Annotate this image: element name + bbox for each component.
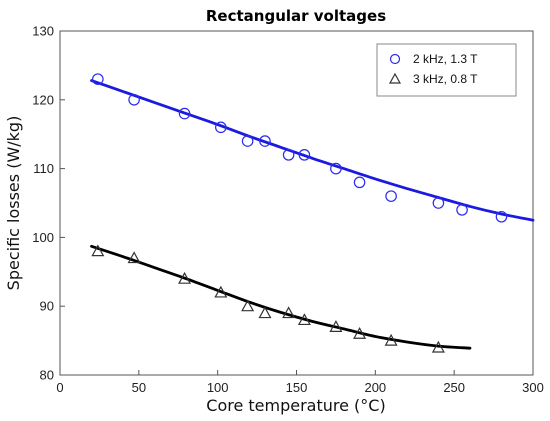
data-point-series-2 [258, 306, 272, 319]
x-tick-label: 50 [132, 380, 146, 395]
y-tick-label: 130 [32, 24, 54, 39]
x-tick-label: 300 [522, 380, 544, 395]
legend-box [376, 43, 517, 97]
data-point-series-1 [385, 190, 397, 202]
x-tick-label: 200 [364, 380, 386, 395]
data-point-series-2 [384, 333, 398, 346]
data-point-series-2 [241, 299, 255, 312]
data-point-series-1 [495, 210, 508, 223]
y-tick-label: 80 [40, 368, 54, 383]
x-tick-label: 250 [443, 380, 465, 395]
data-point-series-2 [214, 285, 228, 298]
data-point-series-1 [353, 176, 366, 189]
y-tick-label: 110 [33, 161, 54, 176]
legend-marker-series-2 [388, 72, 402, 84]
data-point-series-2 [282, 306, 296, 319]
y-tick-label: 120 [32, 92, 54, 107]
legend-marker-series-1 [389, 53, 401, 65]
data-point-series-2 [178, 271, 192, 284]
data-point-series-2 [297, 313, 311, 326]
data-point-series-1 [282, 149, 295, 161]
x-axis-title: Core temperature (°C) [206, 396, 385, 415]
x-tick-label: 0 [56, 380, 63, 395]
fit-curve-series-2 [90, 244, 472, 350]
data-point-series-2 [329, 320, 343, 332]
data-point-series-1 [298, 149, 311, 161]
data-point-series-2 [431, 340, 445, 353]
data-point-series-1 [241, 135, 254, 147]
data-point-series-1 [92, 73, 104, 85]
data-point-series-1 [259, 135, 271, 147]
legend-label-series-2: 3 kHz, 0.8 T [413, 72, 478, 86]
y-axis-title: Specific losses (W/kg) [4, 116, 23, 291]
data-point-series-2 [127, 251, 141, 264]
y-tick-label: 90 [40, 299, 54, 314]
data-point-series-2 [353, 326, 367, 339]
axis-ticks: 0 50 100 150 200 250 300 80 90 100 110 120 130 [32, 24, 544, 396]
data-point-series-1 [178, 107, 191, 120]
x-tick-label: 150 [286, 380, 308, 395]
data-point-series-2 [91, 244, 105, 257]
data-point-series-1 [330, 162, 342, 175]
x-tick-label: 100 [207, 380, 229, 395]
data-point-series-1 [456, 204, 468, 216]
data-markers [91, 73, 508, 353]
fit-curve-series-1 [90, 79, 535, 222]
legend-label-series-1: 2 kHz, 1.3 T [413, 52, 478, 66]
data-point-series-1 [215, 121, 227, 134]
chart-title: Rectangular voltages [206, 7, 386, 25]
data-point-series-1 [432, 197, 445, 209]
data-point-series-1 [128, 94, 140, 106]
y-tick-label: 100 [32, 230, 54, 245]
fit-curves [90, 79, 535, 350]
legend: 2 kHz, 1.3 T 3 kHz, 0.8 T [376, 43, 517, 97]
